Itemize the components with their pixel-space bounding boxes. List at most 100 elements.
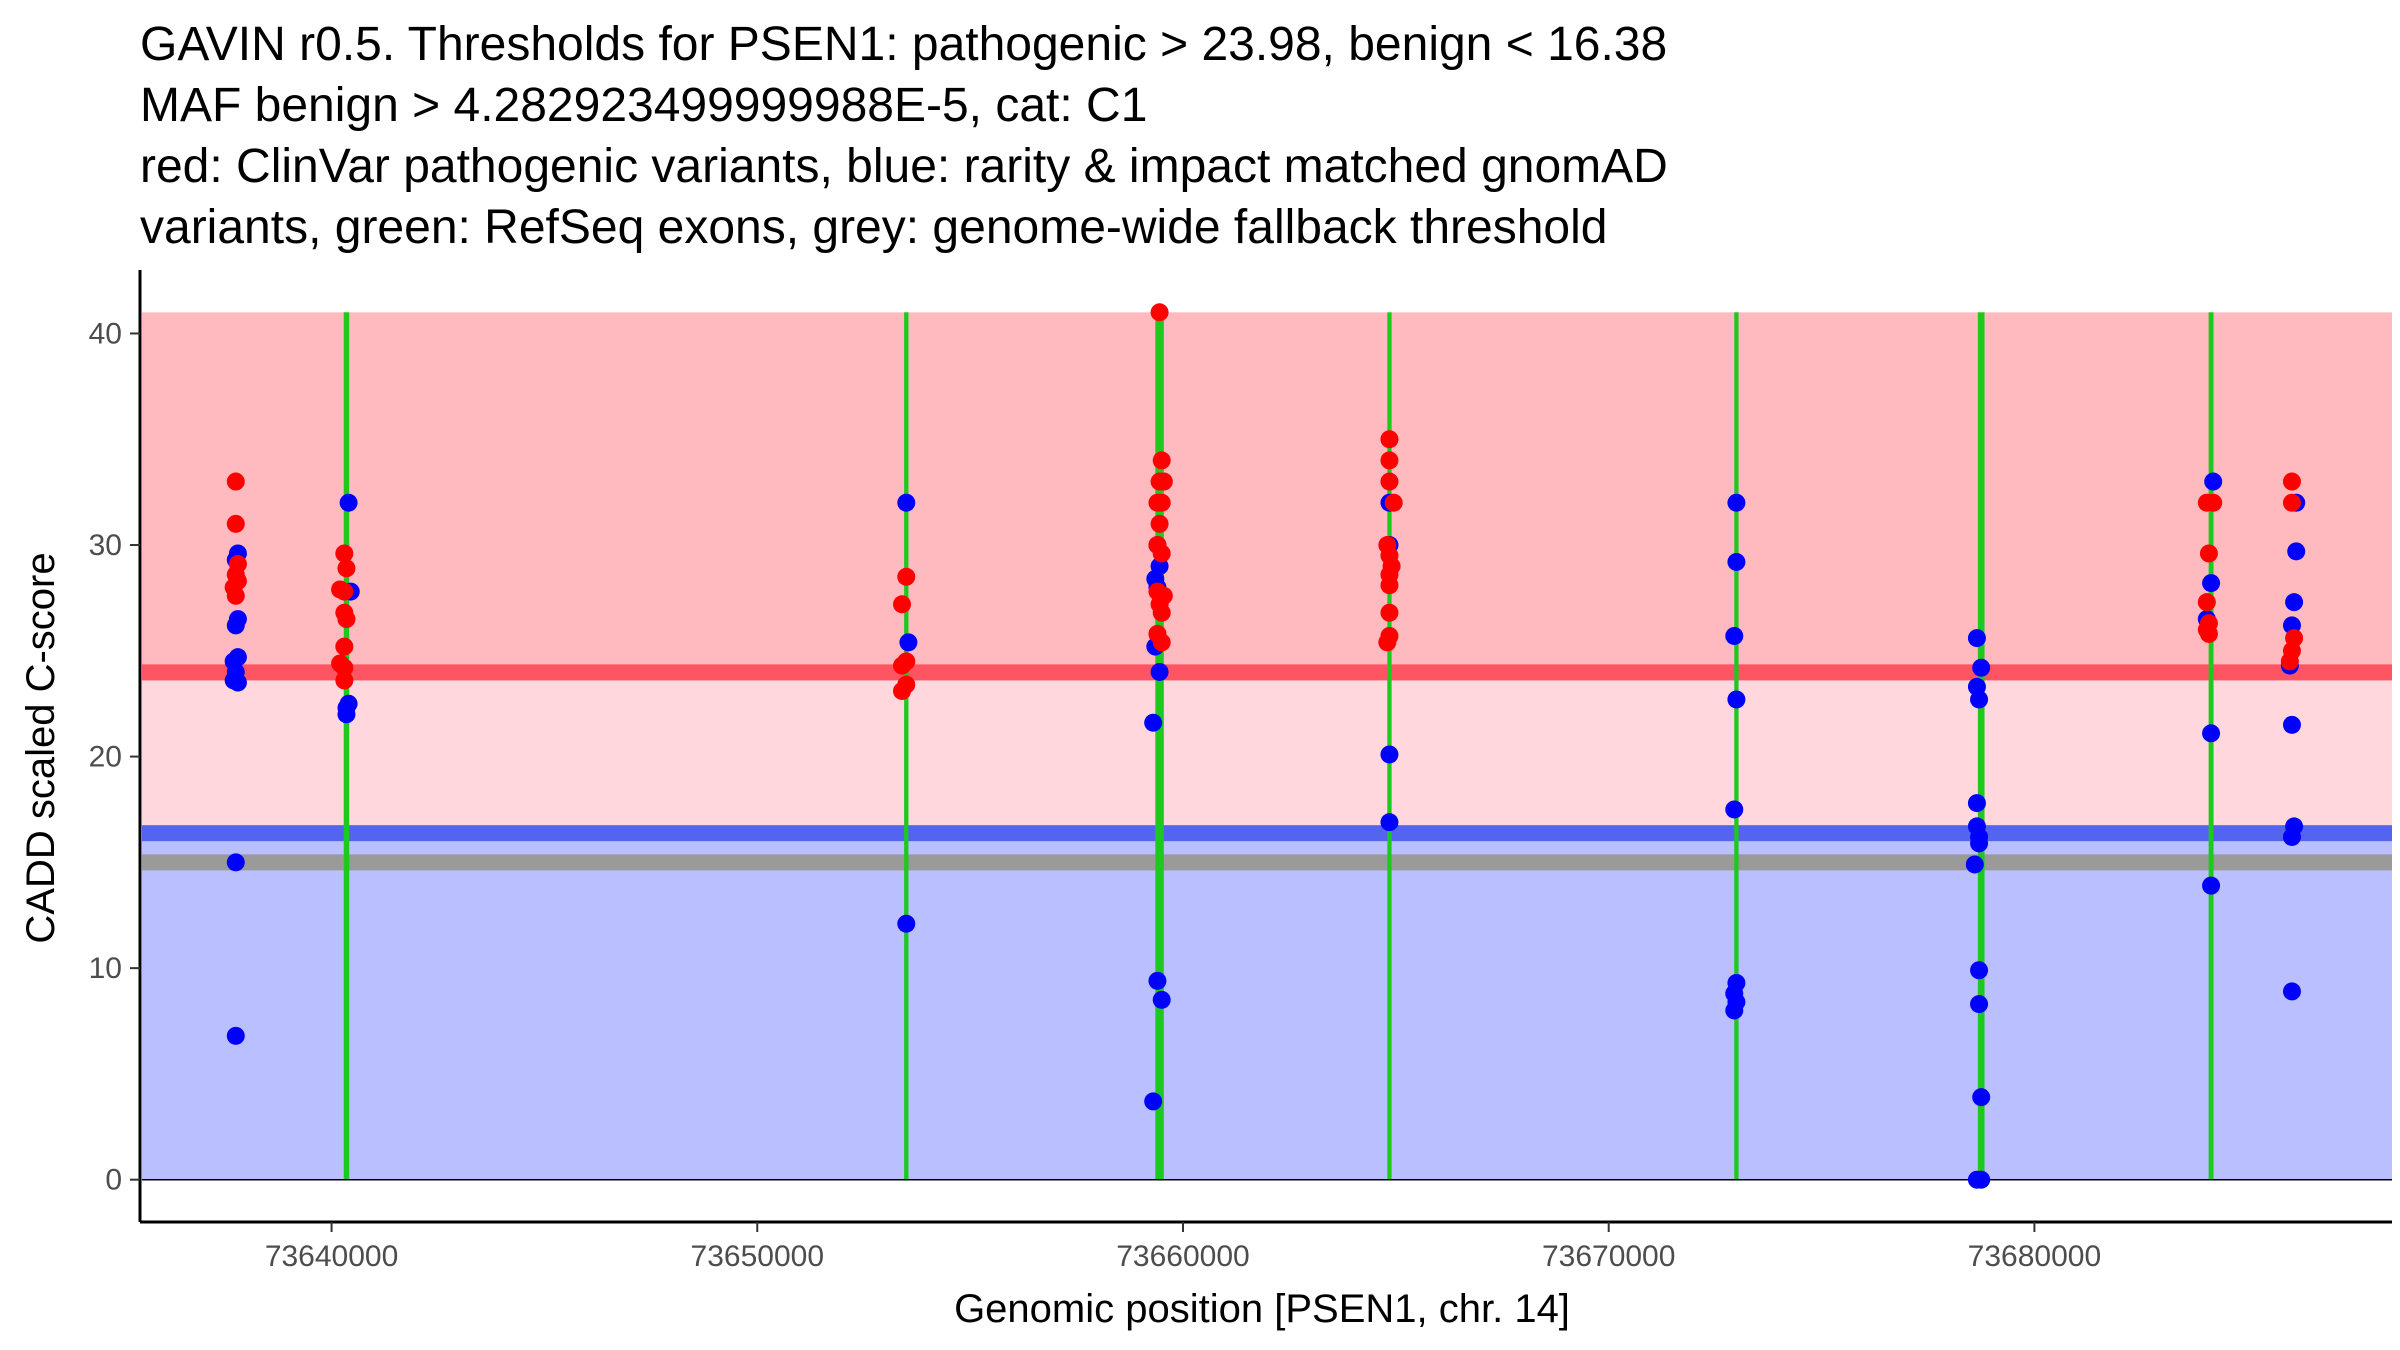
- gnomad-point: [2202, 876, 2221, 895]
- clinvar-point: [2282, 472, 2301, 491]
- gnomad-point: [1380, 813, 1399, 832]
- gnomad-point: [1148, 971, 1167, 990]
- gnomad-point: [1144, 1092, 1163, 1111]
- gnomad-point: [1970, 961, 1989, 980]
- gnomad-point: [1970, 834, 1989, 853]
- gnomad-point: [337, 705, 356, 724]
- clinvar-point: [226, 472, 245, 491]
- pathogenic-region: [142, 312, 2392, 673]
- gnomad-point: [226, 853, 245, 872]
- gnomad-point: [897, 493, 916, 512]
- exon-line: [343, 312, 350, 1180]
- exon-line: [904, 312, 909, 1180]
- gnomad-point: [1725, 1001, 1744, 1020]
- gnomad-point: [2204, 472, 2223, 491]
- fallback-threshold-line: [142, 854, 2392, 871]
- clinvar-point: [1152, 603, 1171, 622]
- title-line-2: MAF benign > 4.282923499999988E-5, cat: …: [140, 79, 1148, 132]
- clinvar-point: [893, 681, 912, 700]
- gnomad-point: [1967, 794, 1986, 813]
- gnomad-point: [2285, 593, 2304, 612]
- gnomad-point: [1152, 990, 1171, 1009]
- gnomad-point: [1727, 552, 1746, 571]
- x-tick-label: 73660000: [1116, 1240, 1249, 1273]
- x-tick-label: 73680000: [1968, 1240, 2101, 1273]
- clinvar-point: [337, 559, 356, 578]
- clinvar-point: [1150, 514, 1169, 533]
- benign-region: [142, 833, 2392, 1180]
- y-tick-label: 20: [89, 741, 122, 774]
- gnomad-point: [1965, 855, 1984, 874]
- gnomad-point: [226, 616, 245, 635]
- clinvar-point: [1380, 472, 1399, 491]
- clinvar-point: [226, 514, 245, 533]
- clinvar-point: [893, 656, 912, 675]
- clinvar-point: [2197, 593, 2216, 612]
- clinvar-point: [335, 544, 354, 563]
- gnomad-point: [2287, 542, 2306, 561]
- exon-line: [1734, 312, 1739, 1180]
- gnomad-point: [1150, 662, 1169, 681]
- benign-threshold-line: [142, 825, 2392, 842]
- gnomad-point: [899, 633, 918, 652]
- title-line-3: red: ClinVar pathogenic variants, blue: …: [140, 140, 1668, 193]
- y-tick-label: 10: [89, 952, 122, 985]
- y-axis-label: CADD scaled C-score: [19, 552, 63, 943]
- exon-line: [2208, 312, 2214, 1180]
- uncertain-region: [142, 672, 2392, 834]
- pathogenic-threshold-line: [142, 664, 2392, 681]
- x-axis-label: Genomic position [PSEN1, chr. 14]: [954, 1287, 1570, 1331]
- gnomad-point: [2282, 715, 2301, 734]
- gnomad-point: [1727, 493, 1746, 512]
- clinvar-point: [1150, 303, 1169, 322]
- exon-line: [1977, 312, 1985, 1180]
- gnomad-point: [1972, 1170, 1991, 1189]
- clinvar-point: [335, 671, 354, 690]
- clinvar-point: [1380, 451, 1399, 470]
- gnomad-point: [339, 493, 358, 512]
- clinvar-point: [1380, 430, 1399, 449]
- x-tick-label: 73650000: [691, 1240, 824, 1273]
- exon-line: [1155, 312, 1164, 1180]
- clinvar-point: [1380, 576, 1399, 595]
- clinvar-point: [893, 595, 912, 614]
- clinvar-point: [897, 567, 916, 586]
- clinvar-point: [1152, 633, 1171, 652]
- gnomad-point: [1380, 745, 1399, 764]
- title-line-4: variants, green: RefSeq exons, grey: gen…: [140, 201, 1608, 254]
- gnomad-point: [1972, 658, 1991, 677]
- clinvar-point: [335, 582, 354, 601]
- gnomad-point: [1970, 995, 1989, 1014]
- y-tick-label: 30: [89, 529, 122, 562]
- clinvar-point: [2199, 544, 2218, 563]
- gnomad-point: [897, 914, 916, 933]
- clinvar-point: [1380, 603, 1399, 622]
- clinvar-point: [2199, 624, 2218, 643]
- chart-title: GAVIN r0.5. Thresholds for PSEN1: pathog…: [140, 14, 2340, 258]
- clinvar-point: [2204, 493, 2223, 512]
- gnomad-point: [1967, 629, 1986, 648]
- gnomad-point: [228, 673, 247, 692]
- clinvar-point: [335, 658, 354, 677]
- clinvar-point: [1152, 544, 1171, 563]
- gnomad-point: [1725, 626, 1744, 645]
- clinvar-point: [1152, 451, 1171, 470]
- gnomad-point: [1970, 690, 1989, 709]
- gnomad-point: [1972, 1088, 1991, 1107]
- x-tick-label: 73670000: [1542, 1240, 1675, 1273]
- gnomad-point: [2202, 724, 2221, 743]
- clinvar-point: [1154, 472, 1173, 491]
- clinvar-point: [337, 610, 356, 629]
- x-tick-label: 73640000: [265, 1240, 398, 1273]
- gnomad-point: [2282, 982, 2301, 1001]
- clinvar-point: [1378, 633, 1397, 652]
- gnomad-point: [226, 1026, 245, 1045]
- gnomad-point: [2202, 574, 2221, 593]
- gnomad-point: [1144, 713, 1163, 732]
- gnomad-point: [1725, 800, 1744, 819]
- clinvar-point: [1384, 493, 1403, 512]
- y-tick-label: 40: [89, 317, 122, 350]
- clinvar-point: [335, 637, 354, 656]
- gnomad-point: [1727, 690, 1746, 709]
